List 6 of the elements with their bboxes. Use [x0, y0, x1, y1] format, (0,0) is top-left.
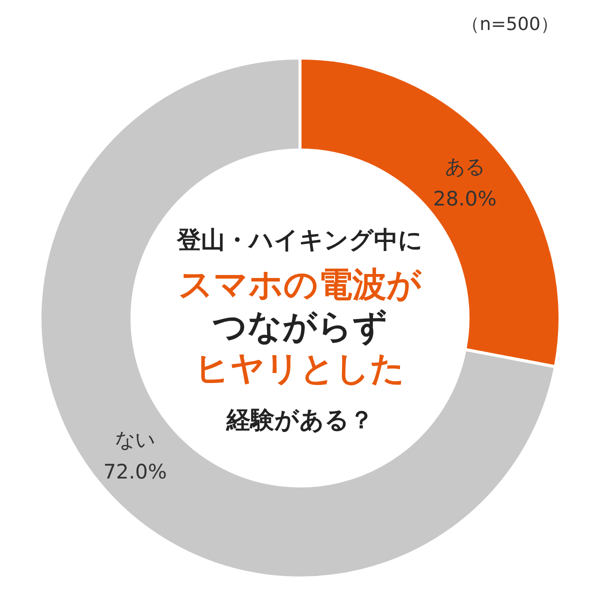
- text: スマホの電波が: [178, 265, 422, 305]
- text: ヒヤリとした: [195, 349, 405, 389]
- text: 経験がある？: [226, 406, 374, 434]
- chart-subtitle: （n=500）: [462, 14, 558, 35]
- text: 登山・ハイキング中に: [176, 226, 423, 254]
- text: つながらず: [212, 307, 388, 347]
